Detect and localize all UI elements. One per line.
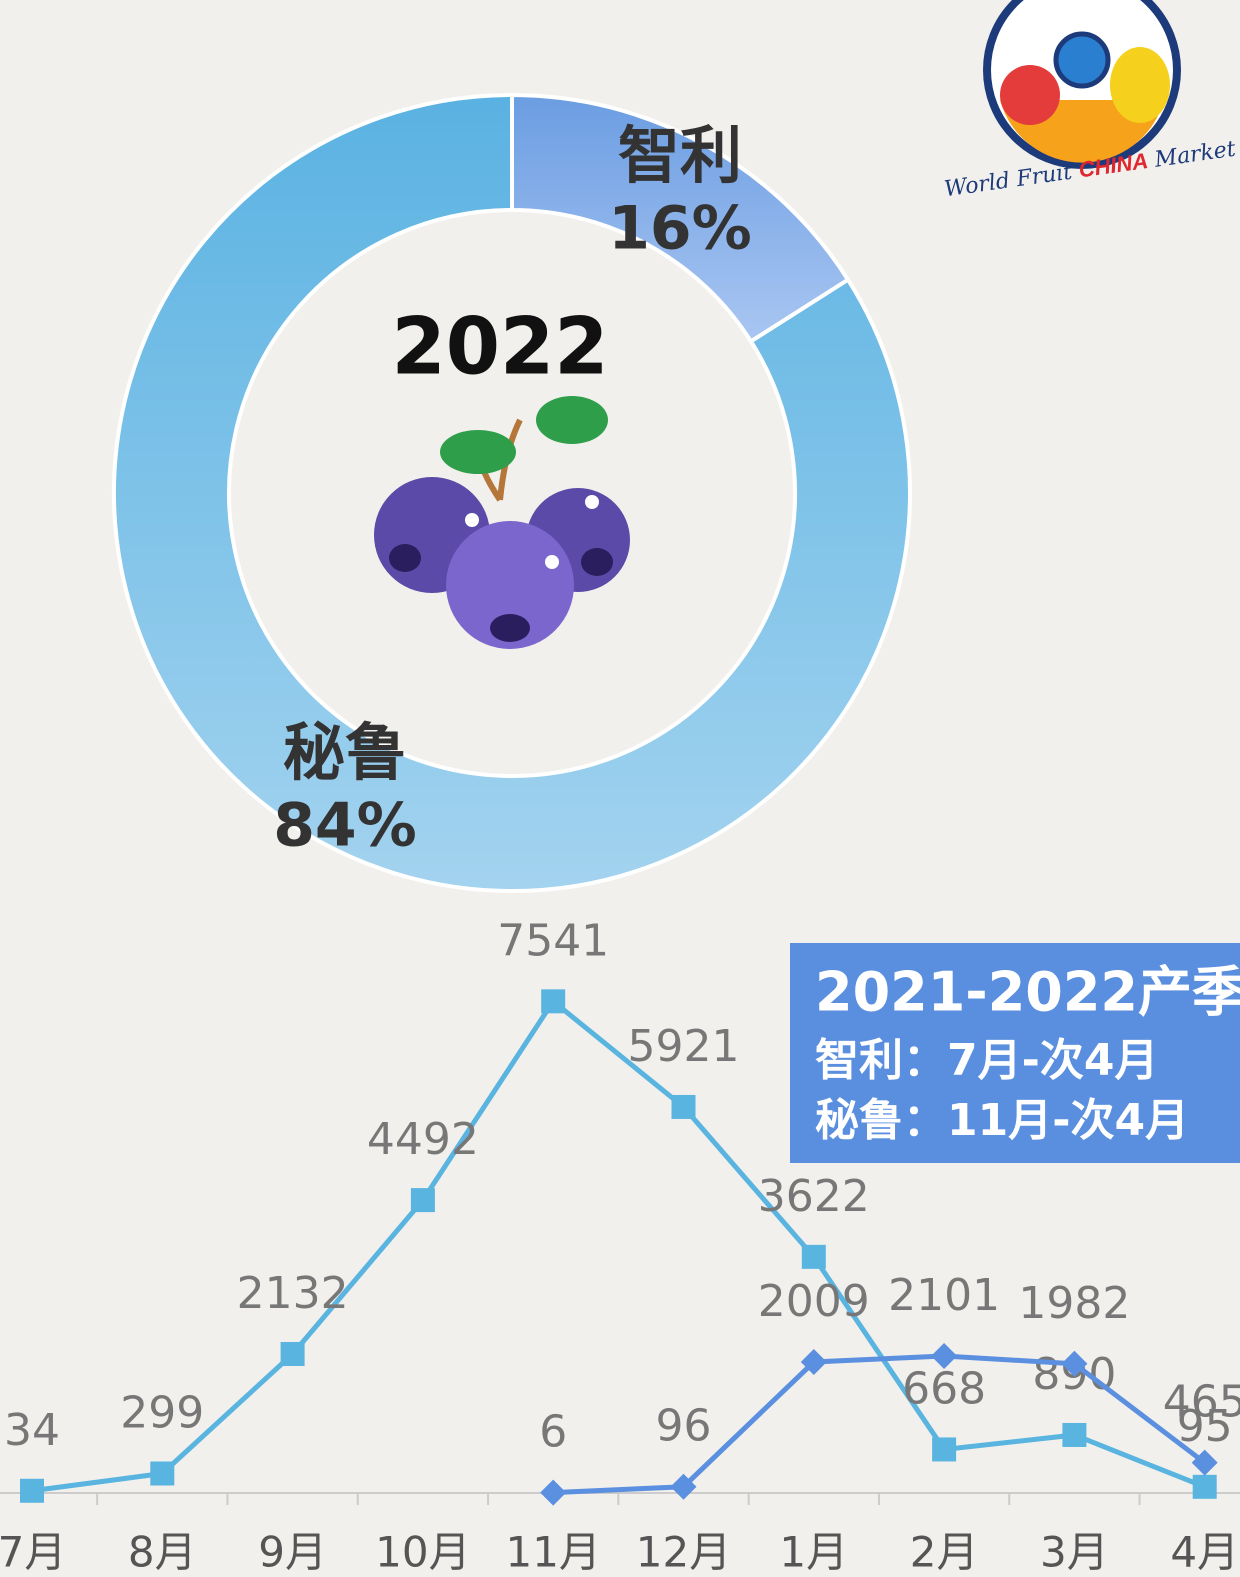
data-label: 1982: [1018, 1278, 1130, 1329]
data-label: 6: [539, 1407, 567, 1458]
data-label: 299: [120, 1388, 204, 1439]
point: [800, 1349, 827, 1376]
logo-tail: Market: [1152, 137, 1237, 173]
blueberry-icon: [374, 396, 630, 649]
annotation-box: [790, 943, 1240, 1163]
point: [20, 1478, 44, 1503]
x-tick-label: 2月: [910, 1528, 979, 1577]
annotation-line: 秘鲁：11月-次4月: [815, 1095, 1189, 1146]
point: [932, 1437, 957, 1462]
data-label: 7541: [497, 915, 609, 966]
data-label: 95: [1177, 1401, 1233, 1452]
data-label: 2101: [888, 1270, 1000, 1321]
x-tick-label: 4月: [1170, 1528, 1239, 1577]
point: [801, 1244, 826, 1269]
data-label: 34: [4, 1405, 60, 1456]
point: [1062, 1422, 1087, 1447]
donut-slice: [112, 92, 912, 893]
slice-value-label: 84%: [273, 791, 417, 861]
x-tick-label: 12月: [636, 1528, 731, 1577]
logo-text: World Fruit: [943, 160, 1074, 203]
annotation-line: 智利：7月-次4月: [815, 1035, 1159, 1086]
logo: World Fruit CHINA Market: [943, 0, 1237, 203]
data-label: 465: [1163, 1377, 1240, 1428]
point: [1061, 1350, 1088, 1377]
slice-label: 智利: [618, 119, 742, 192]
point: [671, 1094, 696, 1119]
data-label: 668: [902, 1363, 986, 1414]
series-line: [553, 1353, 1207, 1496]
x-tick-label: 10月: [375, 1528, 470, 1577]
point: [410, 1188, 435, 1213]
x-tick-label: 7月: [0, 1528, 66, 1577]
x-tick-label: 9月: [258, 1528, 327, 1577]
x-tick-label: 11月: [505, 1528, 600, 1577]
point: [280, 1341, 305, 1366]
slice-value-label: 16%: [608, 194, 752, 264]
point: [931, 1343, 958, 1370]
point: [670, 1473, 697, 1500]
x-tick-label: 1月: [779, 1528, 848, 1577]
data-label: 2132: [237, 1268, 349, 1319]
data-label: 5921: [628, 1021, 740, 1072]
point: [150, 1461, 175, 1486]
data-label: 4492: [367, 1114, 479, 1165]
center-label: 2022: [391, 302, 608, 392]
annotation-title: 2021-2022产季: [815, 961, 1240, 1024]
point: [1192, 1474, 1217, 1499]
point: [541, 989, 566, 1014]
x-tick-label: 8月: [128, 1528, 197, 1577]
data-label: 3622: [758, 1171, 870, 1222]
slice-label: 秘鲁: [283, 716, 407, 789]
data-label: 96: [656, 1401, 712, 1452]
point: [1191, 1449, 1218, 1476]
series-line: [31, 997, 1206, 1494]
data-label: 2009: [758, 1276, 870, 1327]
x-tick-label: 3月: [1040, 1528, 1109, 1577]
point: [540, 1479, 567, 1506]
